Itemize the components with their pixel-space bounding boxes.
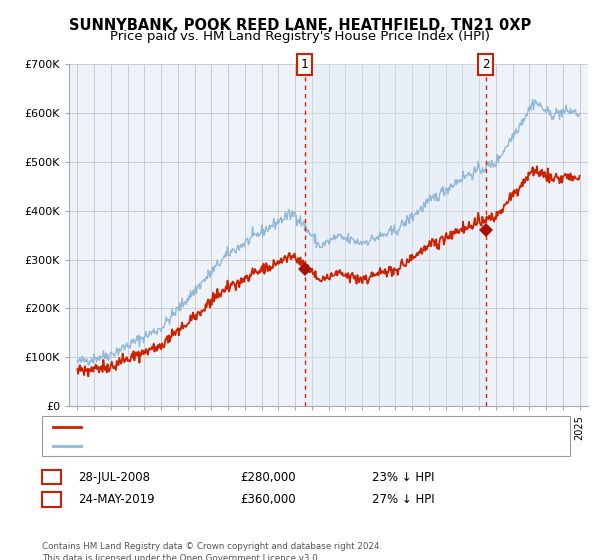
Text: 23% ↓ HPI: 23% ↓ HPI (372, 470, 434, 484)
Text: 1: 1 (48, 470, 55, 484)
Text: HPI: Average price, detached house, Wealden: HPI: Average price, detached house, Weal… (85, 441, 335, 450)
Text: 2: 2 (482, 58, 490, 71)
Text: SUNNYBANK, POOK REED LANE, HEATHFIELD, TN21 0XP: SUNNYBANK, POOK REED LANE, HEATHFIELD, T… (69, 18, 531, 33)
Text: 24-MAY-2019: 24-MAY-2019 (78, 493, 155, 506)
Text: £280,000: £280,000 (240, 470, 296, 484)
Text: Price paid vs. HM Land Registry's House Price Index (HPI): Price paid vs. HM Land Registry's House … (110, 30, 490, 43)
Text: SUNNYBANK, POOK REED LANE, HEATHFIELD, TN21 0XP (detached house): SUNNYBANK, POOK REED LANE, HEATHFIELD, T… (85, 422, 491, 432)
Text: 28-JUL-2008: 28-JUL-2008 (78, 470, 150, 484)
Text: 27% ↓ HPI: 27% ↓ HPI (372, 493, 434, 506)
Text: 1: 1 (301, 58, 308, 71)
Text: 2: 2 (48, 493, 55, 506)
Bar (305, 64, 485, 406)
Text: £360,000: £360,000 (240, 493, 296, 506)
Text: Contains HM Land Registry data © Crown copyright and database right 2024.
This d: Contains HM Land Registry data © Crown c… (42, 542, 382, 560)
